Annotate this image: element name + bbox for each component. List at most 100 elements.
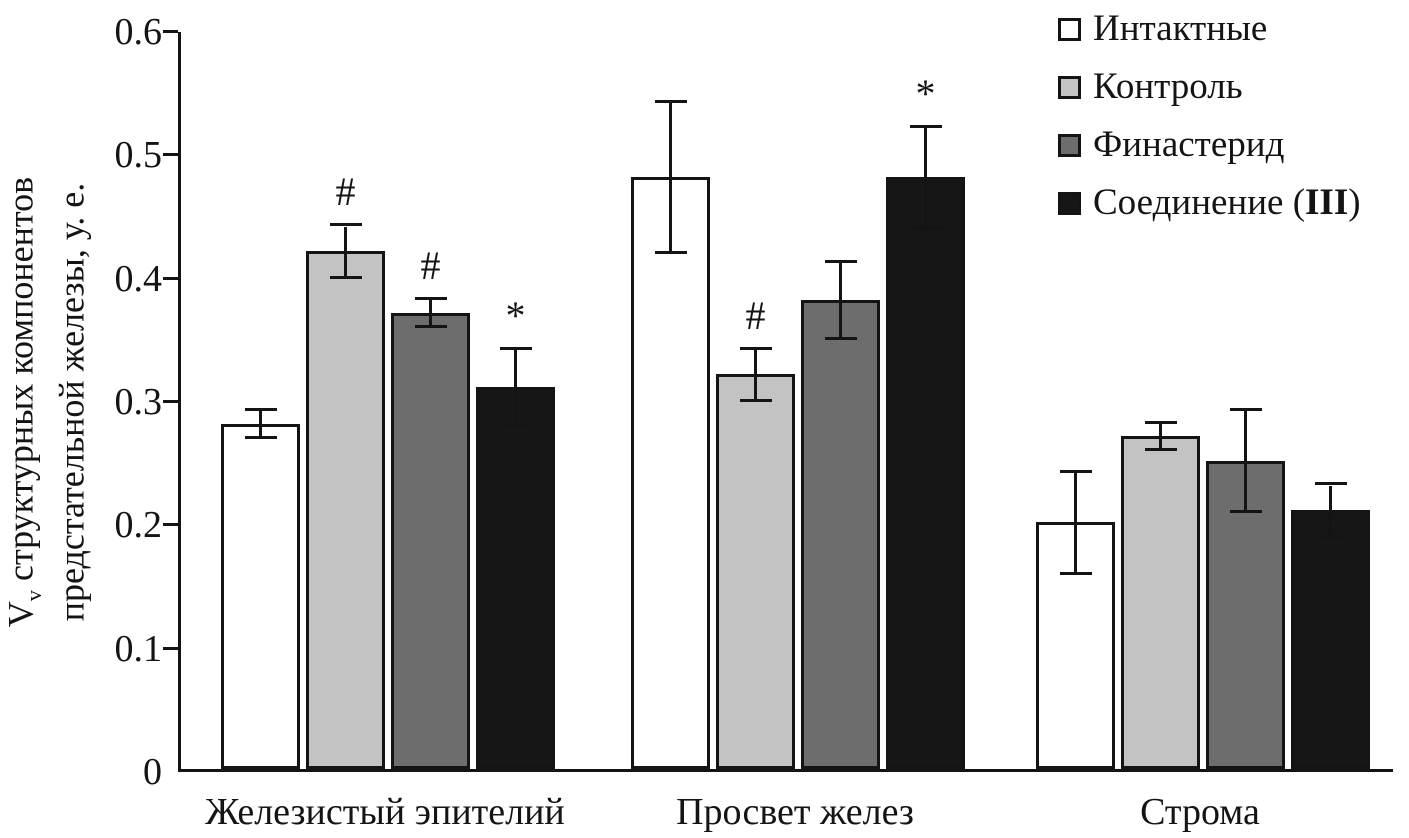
- bar: [1206, 461, 1285, 769]
- y-tick-mark: [163, 30, 178, 33]
- y-tick-label: 0.2: [114, 504, 163, 547]
- bar-slot: #: [716, 29, 795, 769]
- bar: [886, 177, 965, 769]
- bar-slot: [631, 29, 710, 769]
- error-bar-line: [429, 300, 432, 325]
- bar: [221, 424, 300, 769]
- legend-item: Соединение (III): [1058, 182, 1361, 224]
- error-bar-line: [1074, 473, 1077, 572]
- error-bar-cap-top: [499, 347, 532, 350]
- error-bar-cap-bottom: [739, 399, 772, 402]
- bar-group: [1036, 29, 1370, 769]
- error-bar-cap-bottom: [329, 276, 362, 279]
- bar-slot: [1121, 29, 1200, 769]
- error-bar-cap-top: [244, 408, 277, 411]
- y-tick-label: 0.5: [114, 134, 163, 177]
- bar: [716, 374, 795, 769]
- error-bar-line: [1244, 411, 1247, 510]
- legend-item: Финастерид: [1058, 124, 1361, 166]
- legend-swatch: [1058, 17, 1081, 41]
- legend-label: Интактные: [1093, 8, 1268, 49]
- error-bar-cap-top: [1229, 408, 1262, 411]
- bar-slot: #: [306, 29, 385, 769]
- bar-slot: #: [391, 29, 470, 769]
- error-bar-line: [514, 350, 517, 424]
- error-bar-cap-top: [739, 347, 772, 350]
- y-tick-label: 0.1: [114, 627, 163, 670]
- legend-label: Контроль: [1093, 66, 1243, 107]
- y-tick-label: 0.3: [114, 381, 163, 423]
- error-bar-line: [1159, 423, 1162, 448]
- error-bar-cap-top: [1059, 470, 1092, 473]
- error-bar-line: [754, 350, 757, 399]
- y-tick-mark: [163, 523, 178, 527]
- y-axis-title-v: V: [0, 601, 41, 628]
- error-bar-cap-bottom: [414, 325, 447, 328]
- legend-item: Контроль: [1058, 66, 1361, 108]
- error-bar-cap-bottom: [244, 436, 277, 439]
- bar-slot: [1291, 29, 1370, 769]
- bar-slot: [1206, 29, 1285, 769]
- legend-label: Финастерид: [1093, 124, 1285, 165]
- significance-marker: #: [335, 169, 356, 214]
- error-bar-line: [669, 103, 672, 251]
- error-bar-cap-top: [414, 297, 447, 300]
- y-axis-title-line1: Vv структурных компонентов: [0, 2, 48, 802]
- bar-group: # # *: [221, 29, 555, 769]
- legend-item: Интактные: [1058, 8, 1361, 50]
- y-tick-mark: [163, 400, 178, 403]
- bar-slot: *: [476, 29, 555, 769]
- x-category-label: Строма: [1140, 791, 1260, 833]
- error-bar-line: [344, 227, 347, 276]
- error-bar-cap-bottom: [1144, 448, 1177, 451]
- y-tick-mark: [163, 276, 178, 280]
- bar: [476, 387, 555, 769]
- bar-slot: [1036, 29, 1115, 769]
- y-axis-title-text: структурных компонентов: [0, 176, 41, 591]
- y-axis-title-v-subscript: v: [20, 590, 46, 602]
- y-tick-label: 0.4: [114, 257, 163, 300]
- y-tick-label: 0: [143, 751, 162, 793]
- error-bar-cap-bottom: [654, 251, 687, 254]
- bar: [1291, 510, 1370, 769]
- bar-slot: [221, 29, 300, 769]
- error-bar-cap-top: [824, 260, 857, 263]
- bar-slot: *: [886, 29, 965, 769]
- plot-area: # # * # *: [178, 32, 1393, 772]
- legend-label: Соединение (III): [1093, 182, 1361, 223]
- y-tick-label: 0.6: [114, 11, 163, 53]
- error-bar-line: [839, 263, 842, 337]
- error-bar-cap-top: [1144, 421, 1177, 424]
- y-tick-mark: [163, 153, 178, 157]
- error-bar-cap-bottom: [824, 337, 857, 340]
- bar-group: # *: [631, 29, 965, 769]
- bar: [801, 300, 880, 769]
- bar: [391, 313, 470, 769]
- error-bar-cap-bottom: [499, 424, 532, 427]
- error-bar-line: [259, 411, 262, 436]
- significance-marker: *: [915, 71, 936, 116]
- x-category-label: Железистый эпителий: [205, 791, 565, 833]
- legend-swatch: [1058, 133, 1081, 157]
- significance-marker: #: [420, 243, 441, 288]
- bar: [306, 251, 385, 769]
- error-bar-cap-top: [329, 223, 362, 226]
- bar: [631, 177, 710, 769]
- error-bar-cap-bottom: [1314, 535, 1347, 538]
- error-bar-cap-top: [654, 100, 687, 103]
- legend-swatch: [1058, 75, 1081, 99]
- bar: [1121, 436, 1200, 769]
- error-bar-line: [924, 127, 927, 226]
- error-bar-cap-top: [1314, 482, 1347, 485]
- y-tick-mark: [163, 646, 178, 650]
- significance-marker: *: [505, 293, 526, 338]
- legend: Интактные Контроль Финастерид Соединение (I…: [1058, 8, 1361, 224]
- legend-swatch: [1058, 191, 1081, 215]
- error-bar-cap-bottom: [1059, 572, 1092, 575]
- error-bar-line: [1329, 486, 1332, 535]
- significance-marker: #: [745, 293, 766, 338]
- x-category-label: Просвет желез: [676, 791, 914, 833]
- bar-slot: [801, 29, 880, 769]
- error-bar-cap-bottom: [1229, 510, 1262, 513]
